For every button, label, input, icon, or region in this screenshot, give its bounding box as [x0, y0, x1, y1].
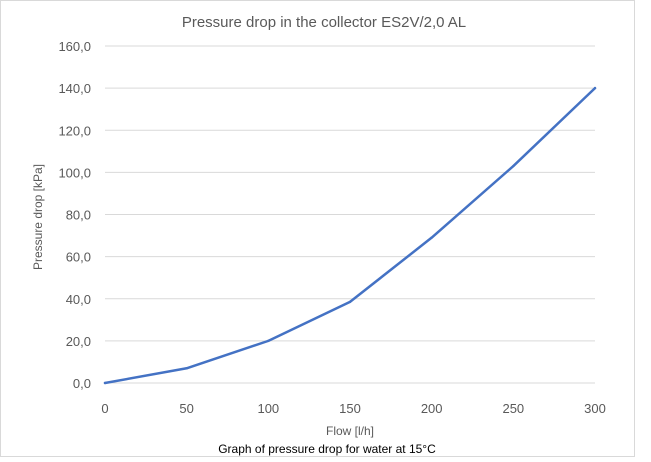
- chart-border: [0, 0, 635, 457]
- chart-caption: Graph of pressure drop for water at 15°C: [218, 442, 436, 456]
- y-tick-label: 40,0: [66, 292, 91, 307]
- y-tick-label: 160,0: [58, 39, 91, 54]
- y-tick-label: 100,0: [58, 165, 91, 180]
- data-point: [348, 300, 352, 304]
- data-point: [267, 339, 270, 343]
- y-tick-label: 0,0: [73, 376, 91, 391]
- y-tick-label: 60,0: [66, 250, 91, 265]
- x-tick-label: 50: [179, 401, 193, 416]
- x-tick-label: 300: [584, 401, 606, 416]
- x-tick-label: 150: [339, 401, 361, 416]
- y-tick-label: 80,0: [66, 208, 91, 223]
- x-axis-title: Flow [l/h]: [326, 424, 374, 438]
- data-point: [512, 164, 515, 168]
- gridlines: [105, 45, 595, 384]
- chart-title: Pressure drop in the collector ES2V/2,0 …: [182, 14, 466, 31]
- data-point: [430, 236, 433, 239]
- y-axis-title: Pressure drop [kPa]: [31, 164, 45, 270]
- y-tick-label: 20,0: [66, 334, 91, 349]
- data-point: [593, 86, 597, 90]
- y-axis-tick-labels: 0,0 20,0 40,0 60,0 80,0 100,0 120,0 140,0 160,0: [58, 39, 91, 391]
- x-tick-label: 100: [257, 401, 279, 416]
- x-axis-tick-labels: 0 50 100 150 200 250 300: [101, 401, 605, 416]
- y-tick-label: 120,0: [58, 123, 91, 138]
- series-layer: [103, 86, 597, 385]
- x-tick-label: 250: [502, 401, 524, 416]
- x-tick-label: 200: [421, 401, 443, 416]
- x-tick-label: 0: [101, 401, 108, 416]
- data-point: [185, 367, 188, 370]
- data-point: [103, 381, 107, 385]
- y-tick-label: 140,0: [58, 81, 91, 96]
